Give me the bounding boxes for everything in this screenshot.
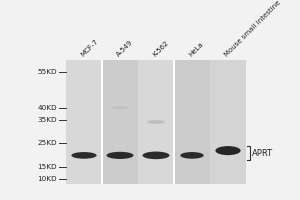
Ellipse shape	[147, 120, 165, 124]
Text: 55KD: 55KD	[38, 69, 57, 75]
Text: 25KD: 25KD	[38, 140, 57, 146]
Text: 35KD: 35KD	[38, 117, 57, 123]
Ellipse shape	[142, 152, 170, 159]
Text: MCF-7: MCF-7	[80, 38, 99, 58]
Bar	[210, 60, 246, 184]
Bar	[66, 60, 102, 184]
Ellipse shape	[106, 152, 134, 159]
Text: 15KD: 15KD	[38, 164, 57, 170]
Text: A-549: A-549	[116, 39, 134, 58]
Text: HeLa: HeLa	[188, 41, 205, 58]
Text: APRT: APRT	[252, 148, 273, 158]
Bar	[102, 60, 138, 184]
Text: Mouse small intestine: Mouse small intestine	[224, 0, 282, 58]
Ellipse shape	[180, 152, 204, 159]
Ellipse shape	[215, 146, 241, 155]
Bar	[138, 60, 174, 184]
Text: K-562: K-562	[152, 40, 170, 58]
Bar	[174, 60, 210, 184]
Ellipse shape	[71, 152, 97, 159]
Text: 40KD: 40KD	[38, 105, 57, 111]
Text: 10KD: 10KD	[38, 176, 57, 182]
Ellipse shape	[112, 106, 128, 109]
